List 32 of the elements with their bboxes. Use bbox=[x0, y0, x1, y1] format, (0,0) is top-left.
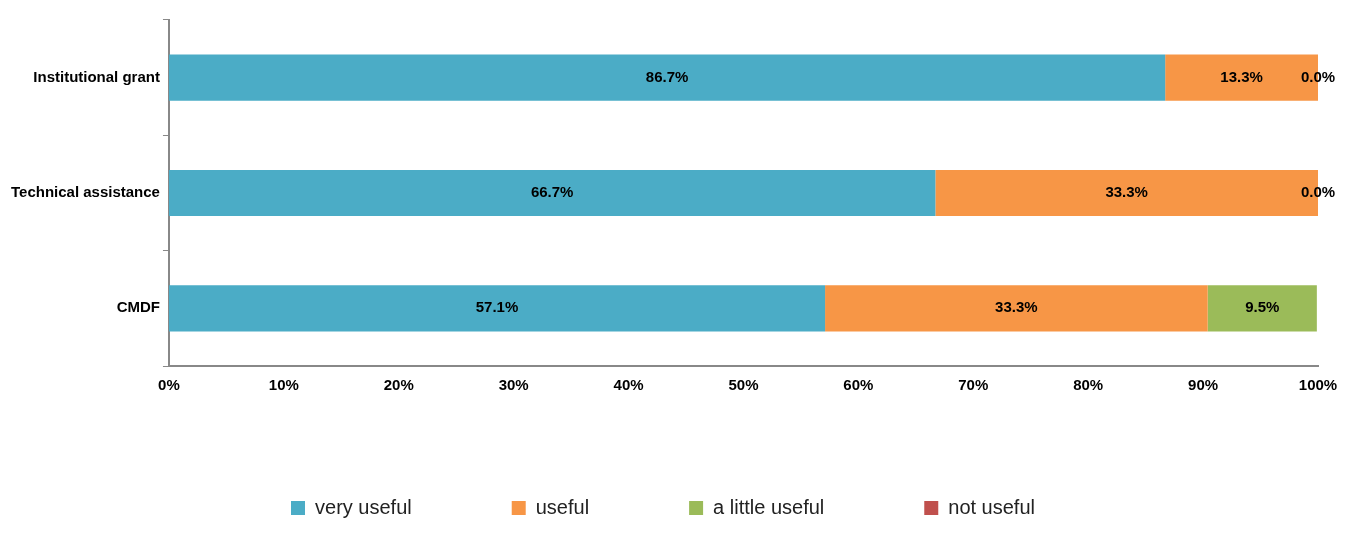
x-tick-label: 100% bbox=[1298, 376, 1338, 394]
x-tick-label: 50% bbox=[728, 376, 759, 394]
bar bbox=[825, 285, 1208, 332]
x-tick-label: 40% bbox=[613, 376, 644, 394]
x-tick-label: 90% bbox=[1188, 376, 1219, 394]
bar bbox=[168, 285, 826, 332]
x-tick-label: 80% bbox=[1073, 376, 1104, 394]
y-tick-label: Institutional grant bbox=[33, 67, 160, 85]
legend-label: useful bbox=[535, 495, 590, 518]
x-tick-label: 30% bbox=[498, 376, 529, 394]
data-label: 0.0% bbox=[1300, 67, 1336, 85]
bar bbox=[1207, 285, 1317, 332]
data-label: 0.0% bbox=[1300, 183, 1336, 201]
bar bbox=[168, 169, 936, 217]
data-label: 33.3% bbox=[995, 298, 1038, 316]
legend-label: a little useful bbox=[713, 495, 825, 518]
data-label: 66.7% bbox=[530, 183, 574, 201]
bar bbox=[168, 54, 1166, 101]
legend-label: very useful bbox=[315, 495, 412, 518]
data-label: 86.7% bbox=[645, 67, 689, 85]
x-tick-label: 20% bbox=[383, 376, 414, 394]
x-tick-label: 0% bbox=[158, 376, 180, 394]
x-tick-label: 70% bbox=[958, 376, 989, 394]
data-label: 13.3% bbox=[1220, 67, 1263, 85]
x-tick-label: 60% bbox=[843, 376, 874, 394]
data-label: 9.5% bbox=[1245, 298, 1280, 316]
x-tick-label: 10% bbox=[268, 376, 299, 394]
data-label: 57.1% bbox=[475, 298, 519, 316]
data-label: 33.3% bbox=[1105, 183, 1148, 201]
y-tick-label: Technical assistance bbox=[11, 183, 160, 201]
legend-label: not useful bbox=[948, 495, 1035, 518]
y-tick-label: CMDF bbox=[116, 298, 160, 316]
